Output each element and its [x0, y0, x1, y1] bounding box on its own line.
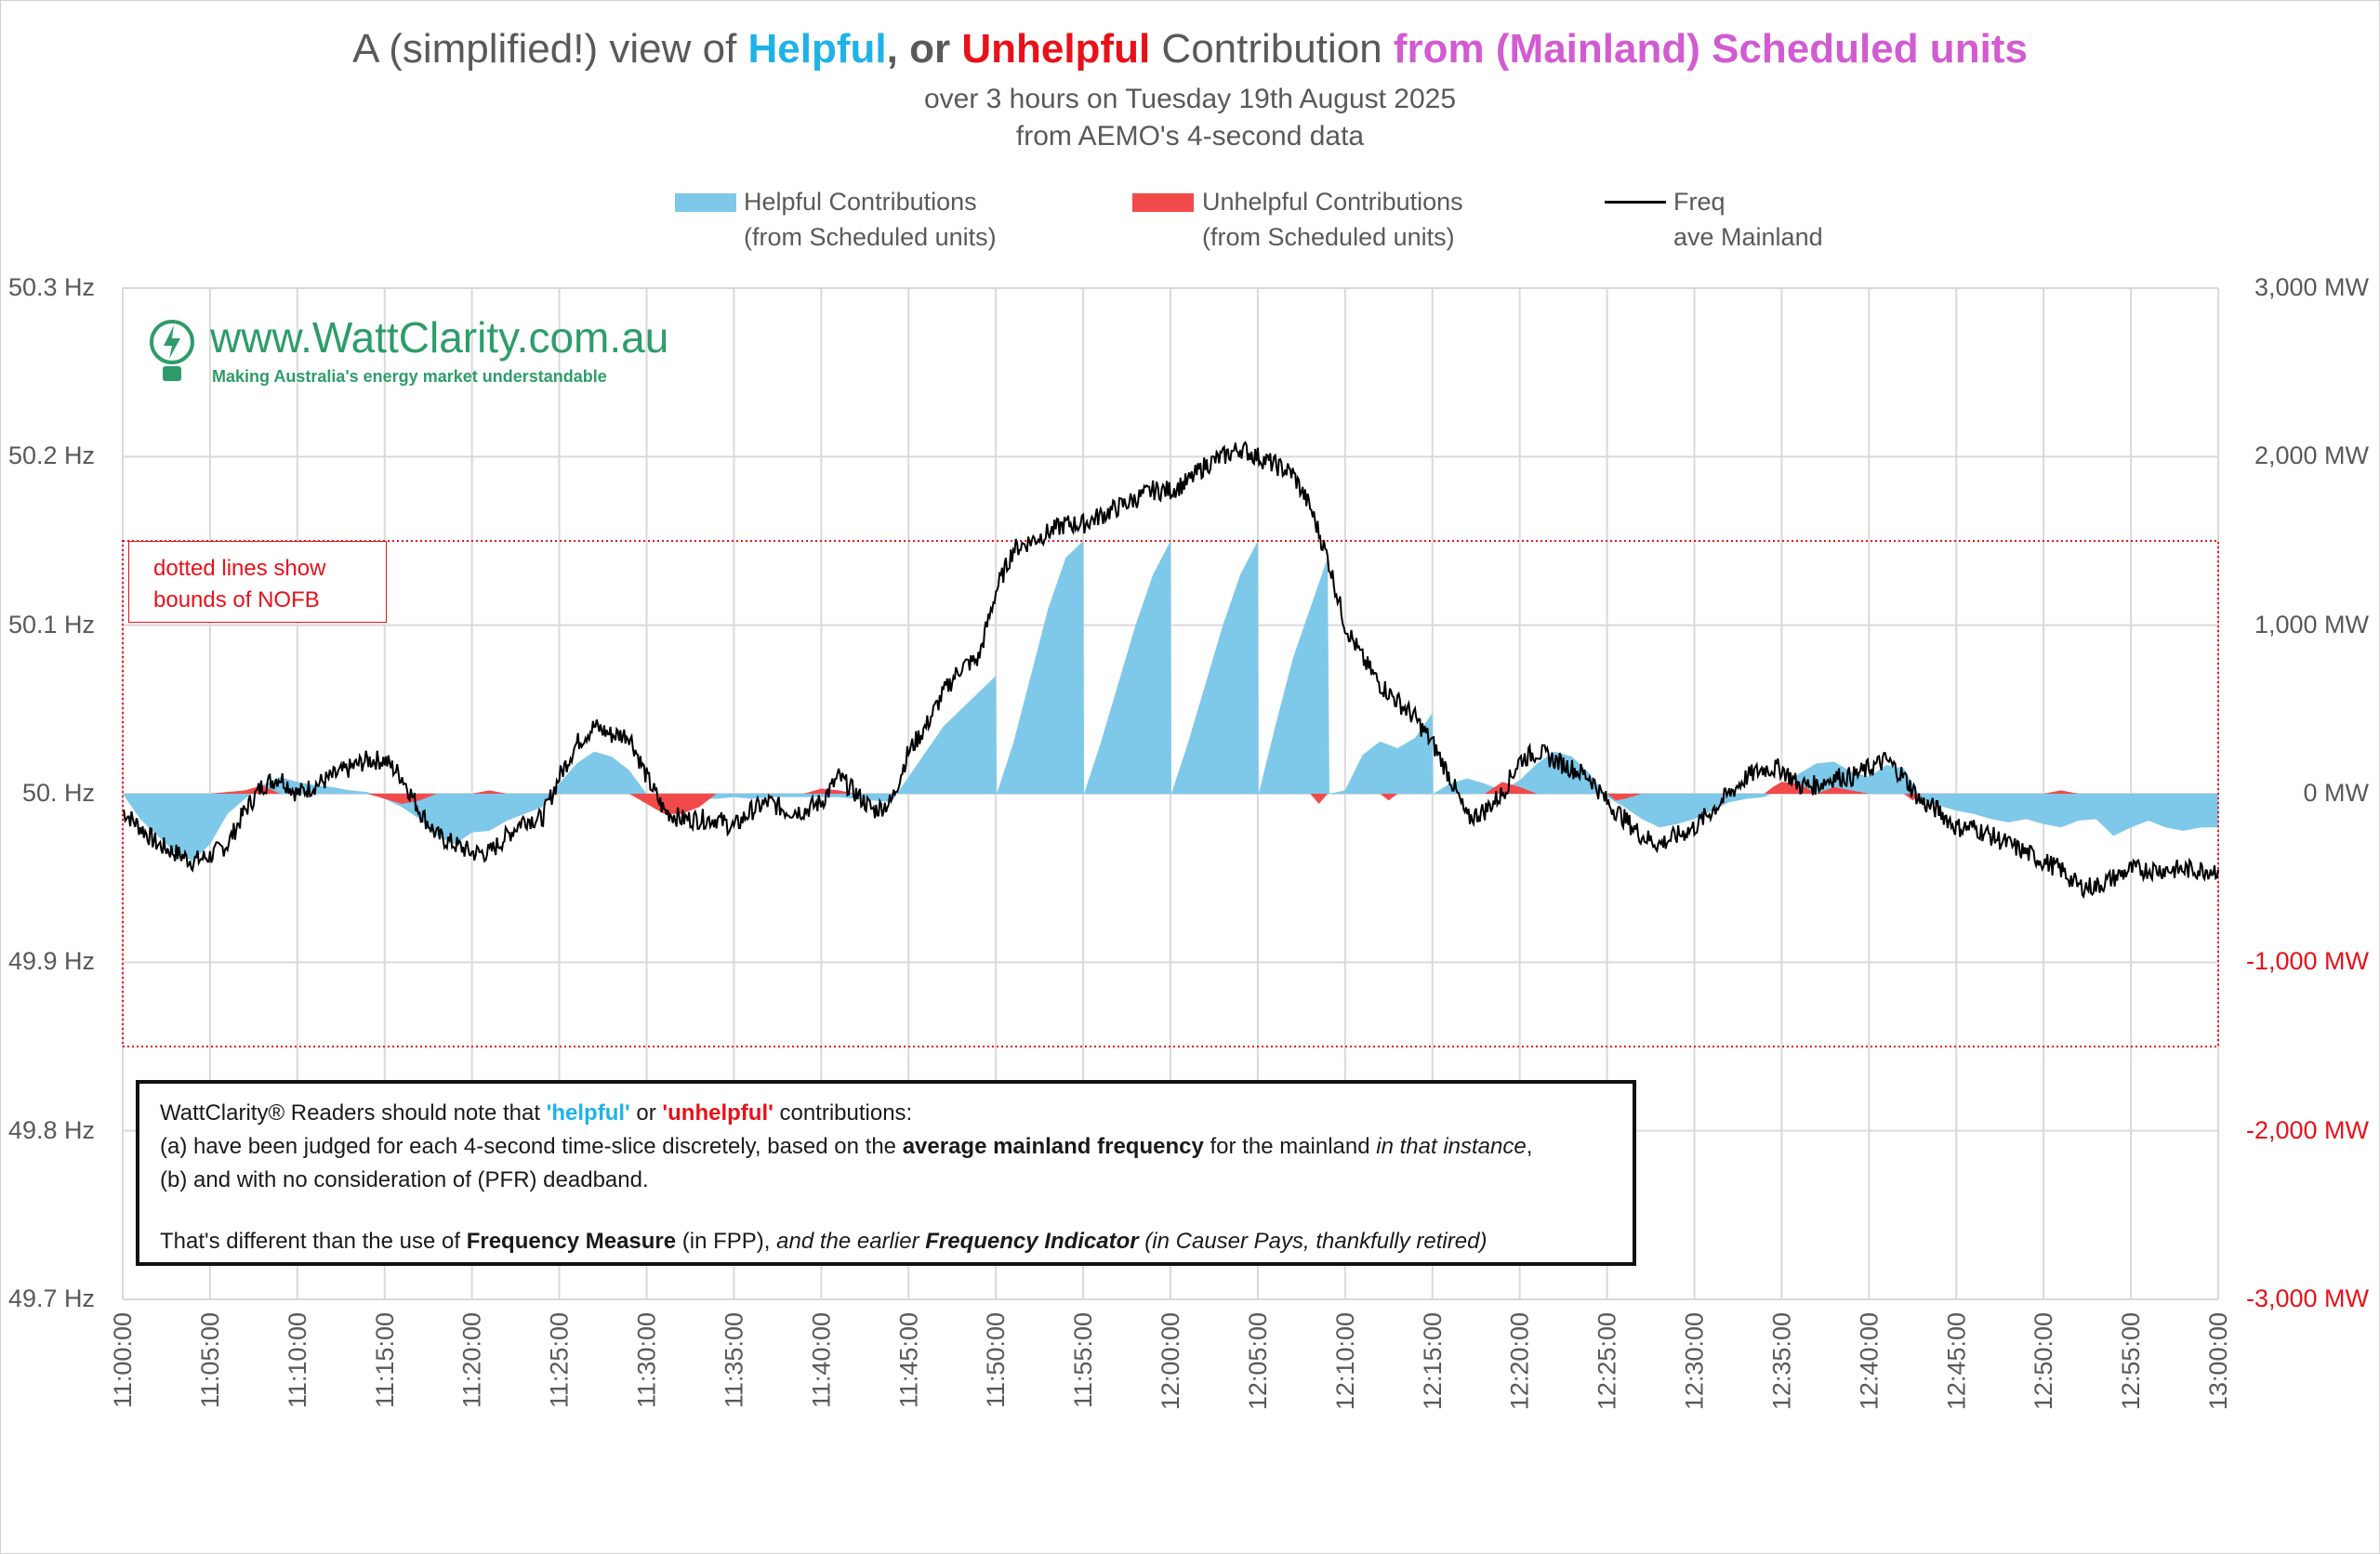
nofb-bounds: [122, 540, 2219, 1047]
x-tick-label: 12:55:00: [2117, 1312, 2145, 1410]
note-l4a: That's different than the use of: [160, 1229, 467, 1254]
note-l4e: Frequency Indicator: [925, 1229, 1139, 1254]
x-tick-label: 13:00:00: [2204, 1312, 2232, 1410]
title-or: , or: [886, 26, 962, 72]
title-helpful: Helpful: [747, 26, 887, 72]
x-tick-label: 11:35:00: [720, 1312, 747, 1408]
note-line1: WattClarity® Readers should note that 'h…: [160, 1097, 1612, 1130]
y-right-tick-label: -2,000 MW: [2245, 1115, 2369, 1144]
x-tick-label: 12:25:00: [1593, 1312, 1621, 1410]
x-tick-labels: 11:00:00 11:05:00 11:10:00 11:15:00 11:20:00…: [109, 1312, 2232, 1410]
y-left-tick-label: 49.7 Hz: [7, 1284, 95, 1312]
chart-title: A (simplified!) view of Helpful, or Unhe…: [0, 26, 2380, 72]
note-l1d: 'unhelpful': [662, 1100, 774, 1126]
unhelpful-area: [209, 782, 2079, 814]
y-right-tick-label: 0 MW: [2303, 779, 2370, 807]
note-l2e: ,: [1526, 1134, 1533, 1159]
note-l4f: (in Causer Pays, thankfully retired): [1138, 1229, 1488, 1254]
note-l1a: WattClarity® Readers should note that: [160, 1100, 547, 1126]
note-l4c: (in FPP),: [676, 1229, 777, 1254]
x-tick-label: 12:50:00: [2030, 1312, 2057, 1410]
x-tick-label: 12:00:00: [1157, 1312, 1184, 1410]
logo-tagline: Making Australia's energy market underst…: [212, 367, 607, 386]
x-tick-label: 11:15:00: [371, 1312, 399, 1408]
x-tick-label: 12:15:00: [1419, 1312, 1447, 1410]
title-unhelpful: Unhelpful: [961, 26, 1151, 72]
x-tick-label: 12:30:00: [1681, 1312, 1709, 1410]
y-right-tick-label: -1,000 MW: [2245, 947, 2369, 976]
nofb-rect: [122, 540, 2219, 1047]
note-l2a: (a) have been judged for each 4-second t…: [160, 1134, 903, 1159]
note-l4b: Frequency Measure: [466, 1229, 677, 1254]
y-left-tick-label: 50.2 Hz: [7, 441, 95, 470]
logo-url: www.WattClarity.com.au: [210, 313, 669, 362]
legend-helpful-line2: (from Scheduled units): [744, 223, 997, 251]
nofb-annotation-line2: bounds of NOFB: [153, 587, 320, 612]
legend-helpful-line1: Helpful Contributions: [744, 188, 977, 216]
x-tick-label: 11:45:00: [894, 1312, 922, 1408]
nofb-annotation: dotted lines show bounds of NOFB: [128, 541, 387, 623]
y-left-tick-label: 50. Hz: [21, 779, 95, 807]
note-line3: (b) and with no consideration of (PFR) d…: [160, 1167, 649, 1192]
note-l1e: contributions:: [773, 1100, 913, 1126]
note-l2c: for the mainland: [1203, 1134, 1377, 1159]
frequency-line: [122, 441, 2219, 900]
legend-freq-swatch: [1605, 201, 1666, 204]
y-left-tick-label: 50.1 Hz: [7, 610, 95, 639]
legend-freq-line2: ave Mainland: [1673, 223, 1823, 251]
y-right-tick-label: -3,000 MW: [2245, 1284, 2369, 1312]
title-part2: Contribution: [1150, 26, 1394, 72]
legend-unhelpful-swatch: [1132, 193, 1194, 212]
note-l1b: 'helpful': [546, 1100, 630, 1126]
x-tick-label: 11:55:00: [1069, 1312, 1097, 1408]
y-left-tick-label: 50.3 Hz: [7, 273, 95, 301]
note-l2d: in that instance: [1376, 1134, 1527, 1159]
y-left-tick-label: 49.9 Hz: [7, 947, 95, 976]
x-tick-label: 11:10:00: [284, 1312, 311, 1408]
legend-helpful: Helpful Contributions (from Scheduled un…: [744, 184, 997, 255]
note-l1c: or: [629, 1100, 663, 1126]
x-tick-label: 12:45:00: [1942, 1312, 1970, 1410]
x-tick-label: 12:35:00: [1767, 1312, 1795, 1410]
x-tick-label: 12:40:00: [1855, 1312, 1883, 1410]
y-right-tick-label: 1,000 MW: [2254, 610, 2369, 639]
x-tick-label: 11:25:00: [546, 1312, 574, 1408]
legend-unhelpful-line1: Unhelpful Contributions: [1202, 188, 1463, 216]
x-tick-label: 11:50:00: [982, 1312, 1010, 1408]
x-tick-label: 12:10:00: [1331, 1312, 1359, 1410]
subtitle-line2: from AEMO's 4-second data: [1015, 121, 1365, 151]
x-tick-label: 12:05:00: [1244, 1312, 1272, 1410]
helpful-area: [123, 541, 2218, 862]
y-right-tick-label: 3,000 MW: [2254, 273, 2369, 301]
contribution-areas: [123, 541, 2218, 862]
lightbulb-icon: [150, 320, 194, 381]
legend-helpful-swatch: [675, 193, 736, 212]
note-line2: (a) have been judged for each 4-second t…: [160, 1130, 1612, 1164]
x-tick-label: 11:00:00: [109, 1312, 137, 1408]
note-l2b: average mainland frequency: [902, 1134, 1204, 1159]
x-tick-label: 11:05:00: [196, 1312, 224, 1408]
legend-freq: Freq ave Mainland: [1673, 184, 1823, 255]
x-tick-label: 11:20:00: [458, 1312, 486, 1408]
note-l4d: and the earlier: [776, 1229, 926, 1254]
title-part1: A (simplified!) view of: [352, 26, 748, 72]
legend-freq-line1: Freq: [1673, 188, 1726, 216]
nofb-annotation-line1: dotted lines show: [153, 556, 326, 581]
subtitle-line1: over 3 hours on Tuesday 19th August 2025: [923, 84, 1457, 114]
y-left-tick-label: 49.8 Hz: [7, 1115, 95, 1144]
legend-unhelpful: Unhelpful Contributions (from Scheduled …: [1202, 184, 1463, 255]
y-right-tick-label: 2,000 MW: [2254, 441, 2369, 470]
freq-line: [122, 441, 2219, 900]
note-line4: That's different than the use of Frequen…: [160, 1225, 1612, 1258]
x-tick-label: 11:30:00: [633, 1312, 661, 1408]
title-mainland: from (Mainland) Scheduled units: [1393, 26, 2028, 72]
reader-note: WattClarity® Readers should note that 'h…: [136, 1080, 1636, 1266]
x-tick-label: 11:40:00: [807, 1312, 835, 1408]
legend-unhelpful-line2: (from Scheduled units): [1202, 223, 1455, 251]
x-tick-label: 12:20:00: [1506, 1312, 1534, 1410]
